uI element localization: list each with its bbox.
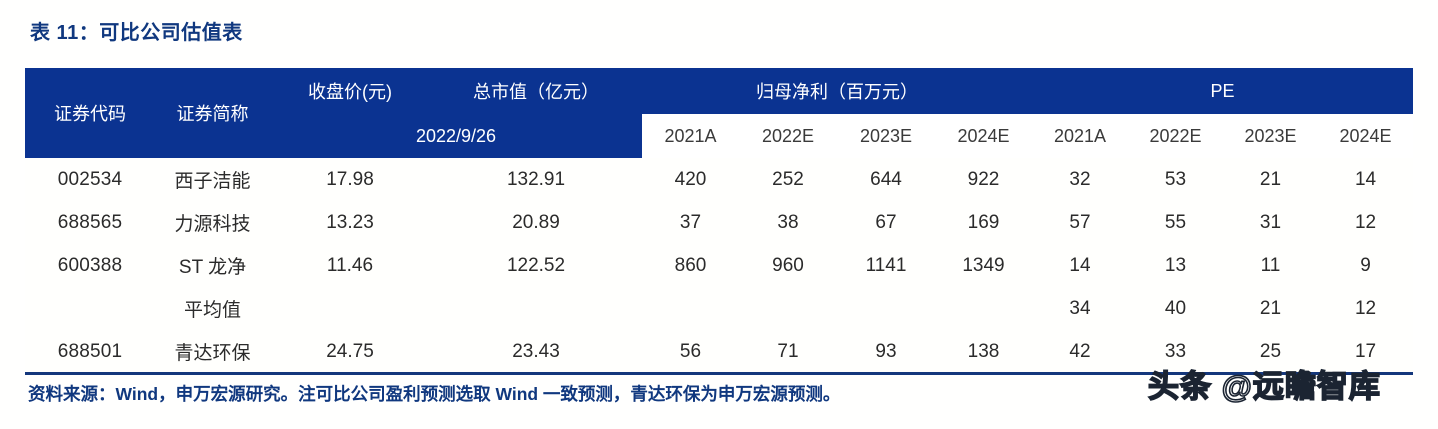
comparable-company-valuation-table: 证券代码 证券简称 收盘价(元) 总市值（亿元） 归母净利（百万元） PE 20… xyxy=(25,68,1414,373)
header-row-sub: 2022/9/26 2021A 2022E 2023E 2024E 2021A … xyxy=(25,114,1414,158)
cell-pe-2023e: 21 xyxy=(1223,158,1318,201)
cell-mktcap: 132.91 xyxy=(430,158,642,201)
cell-profit-2024e: 1349 xyxy=(935,244,1032,287)
cell-pe-2021a: 42 xyxy=(1032,330,1128,373)
header-pe-2023e: 2023E xyxy=(1223,114,1318,158)
cell-profit-2021a xyxy=(642,287,739,330)
table-header: 证券代码 证券简称 收盘价(元) 总市值（亿元） 归母净利（百万元） PE 20… xyxy=(25,68,1414,158)
cell-name: 平均值 xyxy=(155,287,270,330)
cell-price xyxy=(270,287,430,330)
cell-profit-2021a: 860 xyxy=(642,244,739,287)
cell-profit-2022e: 71 xyxy=(739,330,837,373)
cell-pe-2022e: 33 xyxy=(1128,330,1223,373)
cell-pe-2022e: 55 xyxy=(1128,201,1223,244)
cell-mktcap xyxy=(430,287,642,330)
cell-profit-2023e: 93 xyxy=(837,330,935,373)
header-col-price: 收盘价(元) xyxy=(270,68,430,114)
cell-profit-2022e: 960 xyxy=(739,244,837,287)
valuation-table-container: 证券代码 证券简称 收盘价(元) 总市值（亿元） 归母净利（百万元） PE 20… xyxy=(25,68,1414,373)
cell-profit-2024e: 169 xyxy=(935,201,1032,244)
cell-profit-2021a: 37 xyxy=(642,201,739,244)
cell-profit-2024e xyxy=(935,287,1032,330)
cell-profit-2024e: 922 xyxy=(935,158,1032,201)
cell-profit-2024e: 138 xyxy=(935,330,1032,373)
cell-profit-2022e xyxy=(739,287,837,330)
cell-code: 688501 xyxy=(25,330,155,373)
cell-code: 002534 xyxy=(25,158,155,201)
cell-pe-2024e: 12 xyxy=(1318,201,1414,244)
watermark-logo: 头条 @远瞻智库 xyxy=(1147,369,1381,404)
cell-profit-2021a: 420 xyxy=(642,158,739,201)
table-row: 002534 西子洁能 17.98 132.91 420 252 644 922… xyxy=(25,158,1414,201)
header-group-profit: 归母净利（百万元） xyxy=(642,68,1032,114)
cell-price: 13.23 xyxy=(270,201,430,244)
cell-pe-2022e: 13 xyxy=(1128,244,1223,287)
table-row-average: 平均值 34 40 21 12 xyxy=(25,287,1414,330)
table-bottom-rule xyxy=(25,372,1413,375)
cell-mktcap: 23.43 xyxy=(430,330,642,373)
cell-name: ST 龙净 xyxy=(155,244,270,287)
table-row: 600388 ST 龙净 11.46 122.52 860 960 1141 1… xyxy=(25,244,1414,287)
cell-name: 西子洁能 xyxy=(155,158,270,201)
cell-price: 24.75 xyxy=(270,330,430,373)
cell-code: 600388 xyxy=(25,244,155,287)
cell-pe-2021a: 57 xyxy=(1032,201,1128,244)
cell-profit-2023e: 67 xyxy=(837,201,935,244)
cell-name: 青达环保 xyxy=(155,330,270,373)
header-pe-2024e: 2024E xyxy=(1318,114,1414,158)
page-title: 表 11：可比公司估值表 xyxy=(30,22,243,44)
cell-pe-2022e: 53 xyxy=(1128,158,1223,201)
header-row-top: 证券代码 证券简称 收盘价(元) 总市值（亿元） 归母净利（百万元） PE xyxy=(25,68,1414,158)
header-profit-2021a: 2021A xyxy=(642,114,739,158)
header-col-name: 证券简称 xyxy=(155,68,270,158)
cell-profit-2023e xyxy=(837,287,935,330)
table-row: 688501 青达环保 24.75 23.43 56 71 93 138 42 … xyxy=(25,330,1414,373)
cell-profit-2022e: 252 xyxy=(739,158,837,201)
cell-pe-2021a: 34 xyxy=(1032,287,1128,330)
cell-profit-2022e: 38 xyxy=(739,201,837,244)
header-profit-2024e: 2024E xyxy=(935,114,1032,158)
cell-pe-2024e: 9 xyxy=(1318,244,1414,287)
cell-price: 17.98 xyxy=(270,158,430,201)
header-date-label: 2022/9/26 xyxy=(270,114,642,158)
cell-code xyxy=(25,287,155,330)
cell-pe-2022e: 40 xyxy=(1128,287,1223,330)
header-col-code: 证券代码 xyxy=(25,68,155,158)
table-row: 688565 力源科技 13.23 20.89 37 38 67 169 57 … xyxy=(25,201,1414,244)
source-note: 资料来源：Wind，申万宏源研究。注可比公司盈利预测选取 Wind 一致预测，青… xyxy=(28,384,841,404)
table-body: 002534 西子洁能 17.98 132.91 420 252 644 922… xyxy=(25,158,1414,373)
cell-code: 688565 xyxy=(25,201,155,244)
cell-price: 11.46 xyxy=(270,244,430,287)
cell-pe-2023e: 11 xyxy=(1223,244,1318,287)
header-pe-2021a: 2021A xyxy=(1032,114,1128,158)
cell-profit-2023e: 644 xyxy=(837,158,935,201)
header-col-mktcap: 总市值（亿元） xyxy=(430,68,642,114)
cell-pe-2023e: 25 xyxy=(1223,330,1318,373)
cell-pe-2021a: 32 xyxy=(1032,158,1128,201)
header-group-pe: PE xyxy=(1032,68,1414,114)
cell-pe-2023e: 31 xyxy=(1223,201,1318,244)
cell-profit-2023e: 1141 xyxy=(837,244,935,287)
cell-pe-2021a: 14 xyxy=(1032,244,1128,287)
cell-profit-2021a: 56 xyxy=(642,330,739,373)
cell-pe-2024e: 12 xyxy=(1318,287,1414,330)
cell-pe-2024e: 14 xyxy=(1318,158,1414,201)
cell-pe-2024e: 17 xyxy=(1318,330,1414,373)
header-pe-2022e: 2022E xyxy=(1128,114,1223,158)
cell-pe-2023e: 21 xyxy=(1223,287,1318,330)
cell-mktcap: 122.52 xyxy=(430,244,642,287)
cell-name: 力源科技 xyxy=(155,201,270,244)
header-profit-2022e: 2022E xyxy=(739,114,837,158)
cell-mktcap: 20.89 xyxy=(430,201,642,244)
header-profit-2023e: 2023E xyxy=(837,114,935,158)
